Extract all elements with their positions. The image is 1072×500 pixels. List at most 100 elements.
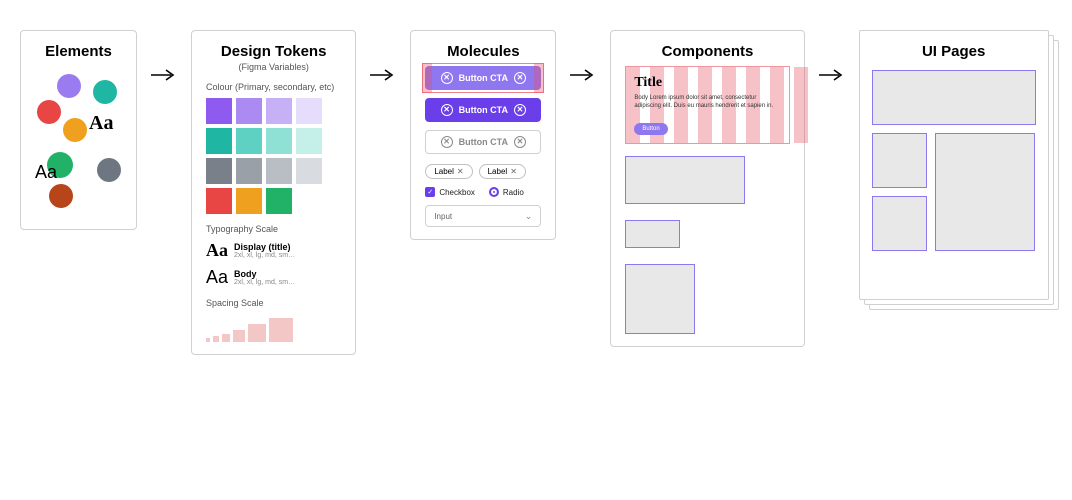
checkbox-control[interactable]: ✓ Checkbox	[425, 187, 475, 197]
button-label: Button CTA	[459, 73, 508, 83]
close-circle-icon: ✕	[514, 104, 526, 116]
hero-title: Title	[634, 75, 780, 91]
colour-swatch-grid	[206, 98, 341, 214]
colour-swatch	[236, 158, 262, 184]
chip[interactable]: Label ✕	[479, 164, 526, 179]
display-name: Display (title)	[234, 242, 295, 252]
colour-swatch	[206, 188, 232, 214]
spacing-step	[213, 336, 219, 342]
arrow-icon	[147, 30, 181, 120]
colour-swatch	[266, 158, 292, 184]
arrow-icon	[366, 30, 400, 120]
colour-swatch	[206, 98, 232, 124]
close-circle-icon: ✕	[441, 104, 453, 116]
grid-column	[794, 67, 808, 143]
colour-swatch	[296, 158, 322, 184]
arrow-icon	[566, 30, 600, 120]
spacing-section-label: Spacing Scale	[206, 298, 341, 308]
panel-title: Design Tokens	[206, 43, 341, 60]
component-placeholder	[625, 264, 695, 334]
arrow-icon	[815, 30, 849, 120]
hero-body-text: Body Lorem ipsum dolor sit amet, consect…	[634, 95, 780, 111]
colour-swatch	[206, 158, 232, 184]
panel-title: Components	[625, 43, 789, 60]
hero-component: Title Body Lorem ipsum dolor sit amet, c…	[625, 66, 789, 144]
typography-section-label: Typography Scale	[206, 224, 341, 234]
colour-dot	[63, 118, 87, 142]
body-name: Body	[234, 269, 295, 279]
spacing-step	[222, 334, 230, 342]
page-hero-placeholder	[872, 70, 1036, 125]
colour-swatch	[266, 128, 292, 154]
button-cta[interactable]: ✕ Button CTA ✕	[425, 98, 541, 122]
page-small-placeholder	[872, 196, 927, 251]
close-icon: ✕	[510, 167, 517, 176]
display-sizes: 2xl, xl, lg, md, sm…	[234, 252, 295, 259]
body-sizes: 2xl, xl, lg, md, sm…	[234, 279, 295, 286]
molecules-panel: Molecules ✕ Button CTA ✕ ✕ Button CTA ✕ …	[410, 30, 556, 240]
aa-serif-sample: Aa	[89, 112, 113, 135]
chip-row: Label ✕ Label ✕	[425, 164, 541, 179]
colour-dot	[37, 100, 61, 124]
elements-panel: Elements Aa Aa	[20, 30, 137, 230]
colour-dot	[49, 184, 73, 208]
chip-label: Label	[434, 167, 454, 176]
panel-title: Elements	[35, 43, 122, 60]
colour-swatch	[206, 128, 232, 154]
button-cta-secondary-wrap: ✕ Button CTA ✕	[425, 98, 541, 122]
display-sample: Aa	[206, 240, 228, 261]
component-placeholder	[625, 220, 680, 248]
chip[interactable]: Label ✕	[425, 164, 472, 179]
form-controls-row: ✓ Checkbox Radio	[425, 187, 541, 197]
spacing-step	[233, 330, 245, 342]
typography-display-row: Aa Display (title) 2xl, xl, lg, md, sm…	[206, 240, 341, 261]
colour-swatch	[236, 188, 262, 214]
design-tokens-panel: Design Tokens (Figma Variables) Colour (…	[191, 30, 356, 355]
colour-swatch	[236, 98, 262, 124]
colour-swatch	[296, 128, 322, 154]
close-circle-icon: ✕	[441, 72, 453, 84]
close-icon: ✕	[457, 167, 464, 176]
input-placeholder: Input	[434, 212, 452, 221]
page-small-placeholder	[872, 133, 927, 188]
button-label: Button CTA	[459, 105, 508, 115]
colour-section-label: Colour (Primary, secondary, etc)	[206, 82, 341, 92]
body-sample: Aa	[206, 267, 228, 288]
checkbox-icon: ✓	[425, 187, 435, 197]
button-cta-outline-wrap: ✕ Button CTA ✕	[425, 130, 541, 154]
radio-control[interactable]: Radio	[489, 187, 524, 197]
typography-body-row: Aa Body 2xl, xl, lg, md, sm…	[206, 267, 341, 288]
page-sheet-front: UI Pages	[859, 30, 1049, 300]
aa-sans-sample: Aa	[35, 162, 57, 183]
button-label: Button CTA	[459, 137, 508, 147]
colour-swatch	[266, 98, 292, 124]
panel-title: Molecules	[425, 43, 541, 60]
panel-subtitle: (Figma Variables)	[206, 62, 341, 72]
radio-label: Radio	[503, 188, 524, 197]
page-sidebar-col	[872, 133, 927, 251]
input-field[interactable]: Input ⌄	[425, 205, 541, 227]
radio-icon	[489, 187, 499, 197]
chip-label: Label	[488, 167, 508, 176]
components-panel: Components Title Body Lorem ipsum dolor …	[610, 30, 804, 347]
colour-dot	[57, 74, 81, 98]
component-placeholder	[625, 156, 745, 204]
colour-swatch	[296, 98, 322, 124]
colour-dot	[93, 80, 117, 104]
spacing-step	[206, 338, 210, 342]
spacing-step	[269, 318, 293, 342]
close-circle-icon: ✕	[514, 72, 526, 84]
chevron-down-icon: ⌄	[525, 211, 533, 222]
checkbox-label: Checkbox	[439, 188, 475, 197]
close-circle-icon: ✕	[514, 136, 526, 148]
button-cta[interactable]: ✕ Button CTA ✕	[425, 66, 541, 90]
hero-button[interactable]: Button	[634, 123, 667, 135]
colour-swatch	[266, 188, 292, 214]
elements-canvas: Aa Aa	[35, 66, 122, 216]
page-content-row	[872, 133, 1036, 251]
colour-swatch	[236, 128, 262, 154]
colour-dot	[97, 158, 121, 182]
spacing-step	[248, 324, 266, 342]
button-cta-outline[interactable]: ✕ Button CTA ✕	[425, 130, 541, 154]
ui-pages-stack: UI Pages	[859, 30, 1052, 310]
